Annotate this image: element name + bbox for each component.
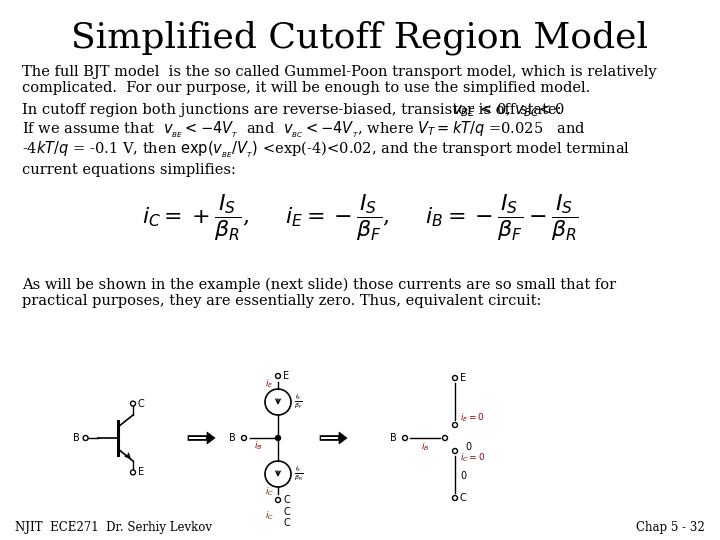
Text: complicated.  For our purpose, it will be enough to use the simplified model.: complicated. For our purpose, it will be… <box>22 81 590 95</box>
Text: The full BJT model  is the so called Gummel-Poon transport model, which is relat: The full BJT model is the so called Gumm… <box>22 65 657 79</box>
Circle shape <box>443 435 448 441</box>
Text: C: C <box>138 399 145 409</box>
Circle shape <box>83 435 88 441</box>
Text: E: E <box>138 468 144 477</box>
Text: C: C <box>460 493 467 503</box>
Text: Chap 5 - 32: Chap 5 - 32 <box>636 522 705 535</box>
Text: As will be shown in the example (next slide) those currents are so small that fo: As will be shown in the example (next sl… <box>22 278 616 292</box>
Circle shape <box>130 401 135 406</box>
Text: In cutoff region both junctions are reverse-biased, transistor is off state:: In cutoff region both junctions are reve… <box>22 103 575 117</box>
Circle shape <box>452 449 457 454</box>
Text: current equations simplifies:: current equations simplifies: <box>22 163 236 177</box>
Circle shape <box>452 422 457 428</box>
Text: B: B <box>73 433 80 443</box>
Text: $\frac{I_S}{\beta_F}$: $\frac{I_S}{\beta_F}$ <box>294 393 302 411</box>
Circle shape <box>452 496 457 501</box>
Circle shape <box>130 470 135 475</box>
Text: NJIT  ECE271  Dr. Serhiy Levkov: NJIT ECE271 Dr. Serhiy Levkov <box>15 522 212 535</box>
Circle shape <box>276 374 281 379</box>
Text: $i_C$: $i_C$ <box>265 486 274 498</box>
Circle shape <box>452 375 457 381</box>
Polygon shape <box>321 437 338 439</box>
Circle shape <box>276 435 281 441</box>
Text: B: B <box>390 433 397 443</box>
Text: 0: 0 <box>460 471 466 481</box>
Circle shape <box>241 435 246 441</box>
Text: $v_{BE}$ < 0, $v_{BC}$< 0: $v_{BE}$ < 0, $v_{BC}$< 0 <box>452 101 565 119</box>
Text: 0: 0 <box>465 442 471 452</box>
Text: B: B <box>229 433 236 443</box>
Text: If we assume that  $v_{_{BE}}<-4V_{_T}$  and  $v_{_{BC}}<-4V_{_T}$, where $V_T=k: If we assume that $v_{_{BE}}<-4V_{_T}$ a… <box>22 120 585 140</box>
Text: $i_C = +\dfrac{I_S}{\beta_R}$,     $i_E = -\dfrac{I_S}{\beta_F}$,     $i_B = -\d: $i_C = +\dfrac{I_S}{\beta_R}$, $i_E = -\… <box>142 193 578 244</box>
Text: E: E <box>283 371 289 381</box>
Text: $\frac{I_S}{\beta_R}$: $\frac{I_S}{\beta_R}$ <box>294 465 303 483</box>
Text: $i_B$: $i_B$ <box>420 441 429 453</box>
Text: E: E <box>460 373 466 383</box>
Circle shape <box>276 497 281 503</box>
Polygon shape <box>189 437 206 439</box>
Text: $i_C$: $i_C$ <box>265 510 274 522</box>
Text: -4$kT/q$ = -0.1 V, then $\exp(v_{_{BE}}/V_{_T})$ <exp(-4)<0.02, and the transpor: -4$kT/q$ = -0.1 V, then $\exp(v_{_{BE}}/… <box>22 140 630 160</box>
Text: C: C <box>283 495 289 505</box>
Text: $i_C = 0$: $i_C = 0$ <box>460 452 485 464</box>
Text: $i_E = 0$: $i_E = 0$ <box>460 411 485 424</box>
Polygon shape <box>320 432 347 444</box>
Text: C: C <box>283 507 289 517</box>
Text: $i_B$: $i_B$ <box>253 440 262 453</box>
Text: practical purposes, they are essentially zero. Thus, equivalent circuit:: practical purposes, they are essentially… <box>22 294 541 308</box>
Text: C: C <box>283 518 289 528</box>
Text: Simplified Cutoff Region Model: Simplified Cutoff Region Model <box>71 21 649 55</box>
Text: $i_E$: $i_E$ <box>266 378 274 390</box>
Circle shape <box>402 435 408 441</box>
Polygon shape <box>188 432 215 444</box>
